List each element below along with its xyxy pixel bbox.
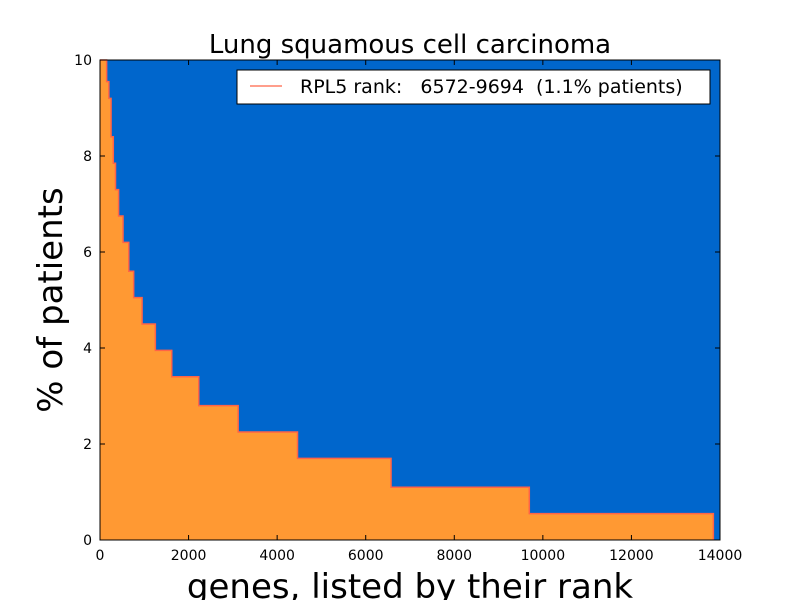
x-tick-label: 6000 [348,548,384,564]
x-axis-label: genes, listed by their rank [187,567,633,600]
y-axis-label: % of patients [31,187,71,412]
legend-label: RPL5 rank: 6572-9694 (1.1% patients) [300,76,683,98]
y-tick-label: 2 [83,437,92,453]
x-tick-label: 12000 [609,548,654,564]
x-tick-label: 10000 [521,548,566,564]
x-tick-label: 8000 [436,548,472,564]
y-tick-label: 6 [83,245,92,261]
y-tick-label: 10 [74,53,92,69]
step-outline [100,59,715,540]
step-area [100,60,714,540]
x-tick-label: 4000 [259,548,295,564]
y-tick-label: 8 [83,149,92,165]
legend-box [236,69,711,105]
x-tick-label: 14000 [698,548,743,564]
plot-frame [99,59,721,541]
x-axis-ticks: 0 2000 4000 6000 8000 10000 12000 14000 [96,60,743,564]
y-tick-label: 0 [83,533,92,549]
x-tick-label: 2000 [171,548,207,564]
legend: RPL5 rank: 6572-9694 (1.1% patients) [236,69,711,105]
chart-title: Lung squamous cell carcinoma [209,30,611,60]
y-tick-label: 4 [83,341,92,357]
x-tick-label: 0 [96,548,105,564]
y-axis-ticks: 0 2 4 6 8 10 [74,53,720,549]
